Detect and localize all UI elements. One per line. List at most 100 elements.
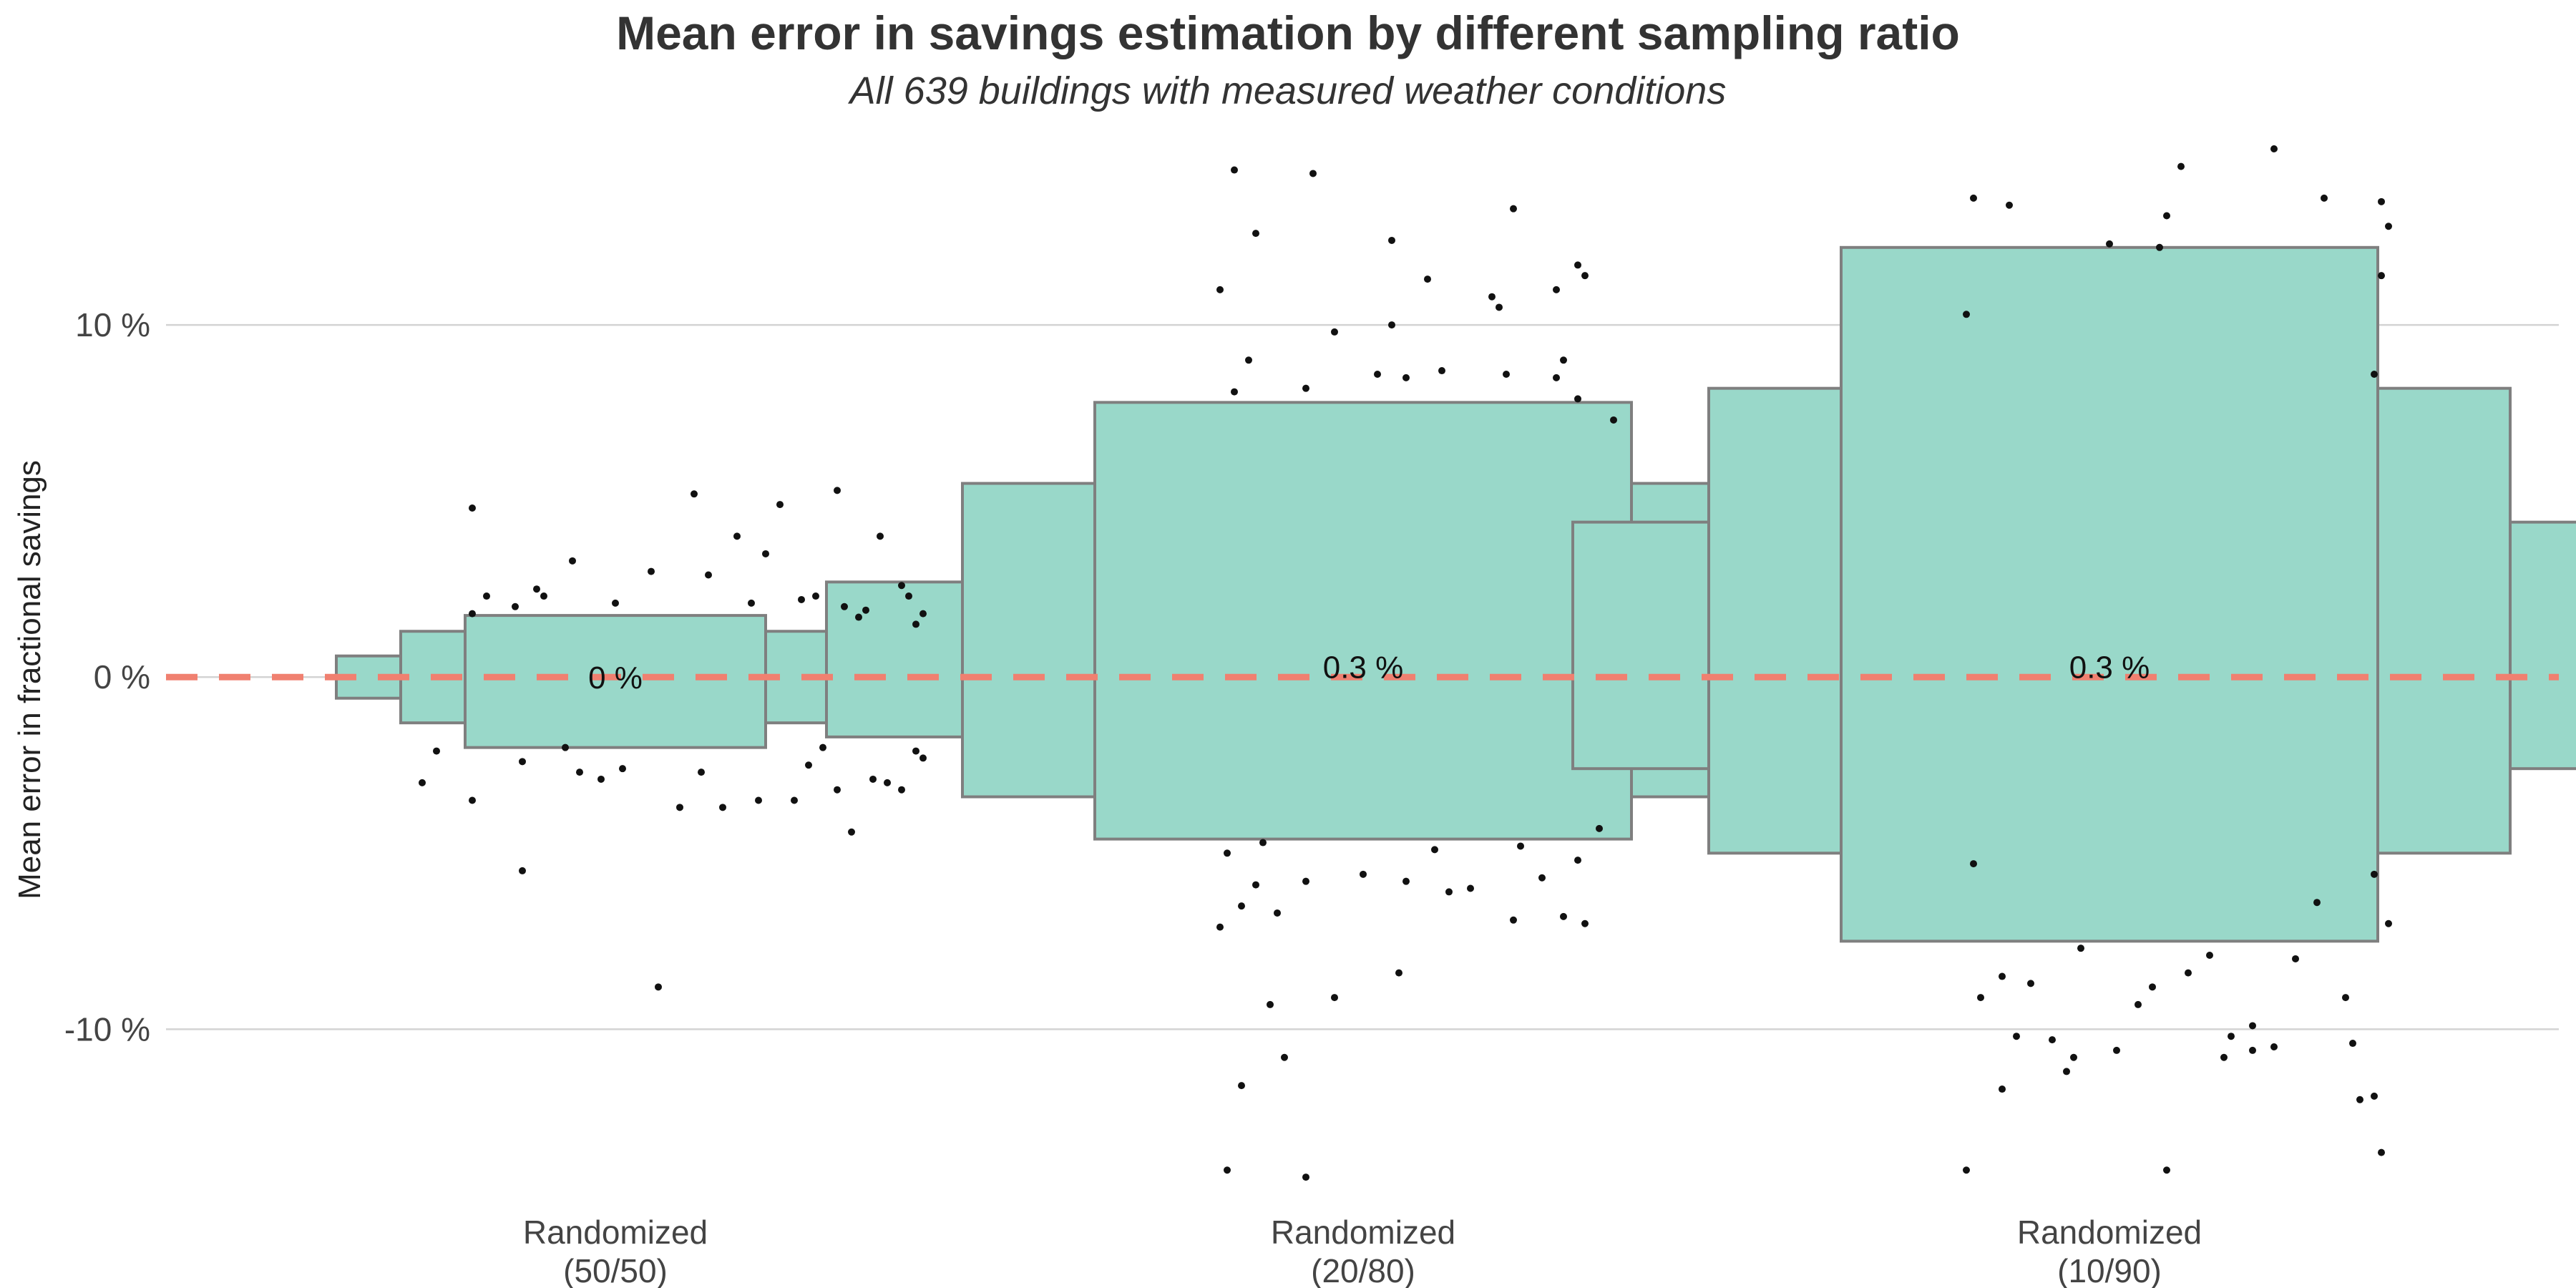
outlier-point [469,796,476,804]
x-tick-label: Randomized [2017,1214,2202,1251]
outlier-point [612,599,619,607]
letter-value-box [1840,245,2379,943]
outlier-point [733,532,741,540]
outlier-point [2220,1053,2228,1061]
outlier-point [877,532,884,540]
outlier-point [1610,416,1617,424]
outlier-point [2385,919,2392,927]
outlier-point [1999,1085,2006,1093]
outlier-point [898,582,905,590]
outlier-point [2077,945,2084,952]
outlier-point [469,504,476,512]
outlier-point [1238,1082,1245,1090]
outlier-point [869,775,877,783]
outlier-point [1231,388,1238,396]
outlier-point [2371,1092,2378,1100]
outlier-point [798,595,805,603]
outlier-point [748,599,755,607]
outlier-point [2206,952,2213,960]
outlier-point [812,592,819,600]
outlier-point [655,983,662,991]
outlier-point [1402,374,1410,381]
outlier-point [1467,884,1474,892]
outlier-point [2342,994,2349,1002]
outlier-point [1216,286,1224,293]
outlier-point [1496,303,1503,311]
outlier-point [648,567,655,575]
outlier-point [898,786,905,794]
outlier-point [762,550,769,557]
outlier-point [834,786,841,794]
outlier-point [2177,162,2185,170]
outlier-point [2163,1166,2170,1174]
outlier-point [2249,1022,2256,1030]
outlier-point [919,610,927,618]
outlier-point [569,557,576,565]
outlier-point [1963,1166,1970,1174]
outlier-point [1395,969,1402,977]
outlier-point [1503,370,1510,378]
outlier-point [1402,877,1410,885]
y-tick-label: 0 % [94,658,150,696]
outlier-point [2313,899,2321,907]
outlier-point [1274,909,1281,917]
y-tick-label: 10 % [75,306,150,343]
outlier-point [705,571,712,579]
outlier-point [905,592,912,600]
outlier-point [919,754,927,762]
outlier-point [562,743,569,751]
outlier-point [1553,286,1560,293]
outlier-point [1517,842,1524,850]
outlier-point [776,501,784,509]
outlier-point [2378,1148,2385,1156]
outlier-point [1259,839,1267,847]
outlier-point [1231,166,1238,174]
outlier-point [1574,395,1581,403]
outlier-point [2149,983,2156,991]
outlier-point [1596,824,1603,832]
outlier-point [1510,916,1517,924]
outlier-point [791,796,798,804]
outlier-point [1331,328,1338,336]
outlier-point [1977,994,1984,1002]
outlier-point [619,765,626,773]
outlier-point [533,585,540,593]
outlier-point [2349,1040,2356,1048]
outlier-point [1999,972,2006,980]
outlier-point [2063,1068,2070,1075]
outlier-point [1970,860,1977,868]
y-tick-label: -10 % [64,1010,150,1048]
outlier-point [2156,243,2163,251]
outlier-point [2270,1043,2278,1050]
outlier-point [1388,321,1395,329]
outlier-point [2378,197,2385,205]
outlier-point [1488,293,1496,301]
outlier-point [1309,170,1317,177]
x-tick-label-sub: (50/50) [563,1252,668,1288]
outlier-point [1963,311,1970,318]
outlier-point [512,602,519,610]
outlier-point [1245,356,1252,364]
outlier-point [1252,230,1259,238]
x-tick-label-sub: (20/80) [1311,1252,1415,1288]
outlier-point [2185,969,2192,977]
outlier-point [912,620,919,628]
outlier-point [1553,374,1560,381]
outlier-point [2321,194,2328,202]
y-axis-label: Mean error in fractional savings [12,460,47,899]
outlier-point [1224,849,1231,857]
median-label: 0.3 % [2069,650,2150,685]
outlier-point [1431,846,1438,854]
outlier-points [419,145,2392,1181]
chart-title: Mean error in savings estimation by diff… [616,6,1960,59]
outlier-point [1331,994,1338,1002]
outlier-point [2070,1053,2077,1061]
outlier-point [1560,356,1567,364]
outlier-point [1302,877,1309,885]
outlier-point [2113,1046,2120,1054]
letter-value-boxes [335,245,2576,943]
outlier-point [1970,194,1977,202]
outlier-point [433,747,440,755]
